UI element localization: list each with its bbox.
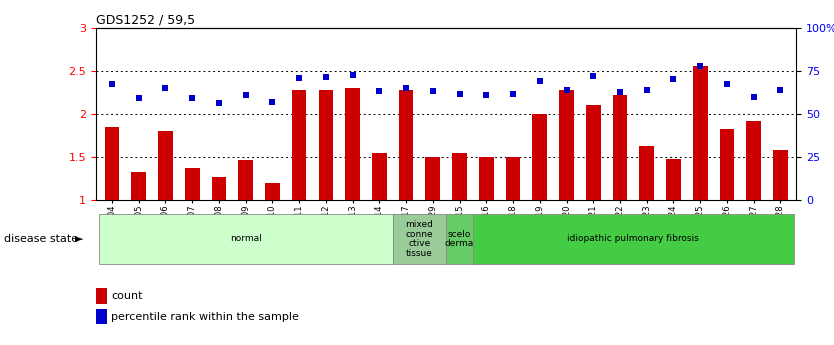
Point bbox=[586, 73, 600, 79]
Bar bbox=[239, 159, 253, 200]
Bar bbox=[345, 88, 360, 200]
Bar bbox=[425, 157, 440, 200]
Point bbox=[185, 96, 198, 101]
Bar bbox=[185, 168, 199, 200]
Text: disease state: disease state bbox=[4, 234, 78, 244]
Bar bbox=[104, 127, 119, 200]
Point bbox=[480, 92, 493, 98]
Bar bbox=[693, 66, 707, 200]
Bar bbox=[586, 105, 600, 200]
Text: mixed
conne
ctive
tissue: mixed conne ctive tissue bbox=[405, 220, 434, 258]
Bar bbox=[98, 214, 393, 264]
Point bbox=[293, 75, 306, 80]
Bar bbox=[505, 157, 520, 200]
Point bbox=[132, 96, 145, 101]
Point bbox=[105, 81, 118, 87]
Point bbox=[613, 90, 626, 95]
Point bbox=[426, 88, 440, 93]
Point bbox=[453, 91, 466, 97]
Point bbox=[266, 99, 279, 105]
Bar bbox=[773, 150, 788, 200]
Bar bbox=[479, 157, 494, 200]
Bar bbox=[265, 183, 279, 200]
Point bbox=[158, 85, 172, 91]
Point bbox=[747, 94, 761, 99]
Bar bbox=[212, 177, 226, 200]
Point bbox=[239, 92, 253, 98]
Bar bbox=[746, 121, 761, 200]
Text: ►: ► bbox=[75, 234, 83, 244]
Text: count: count bbox=[111, 291, 143, 301]
Bar bbox=[559, 90, 574, 200]
Text: idiopathic pulmonary fibrosis: idiopathic pulmonary fibrosis bbox=[567, 234, 699, 244]
Point bbox=[694, 63, 707, 68]
Point bbox=[212, 100, 225, 106]
Point bbox=[346, 72, 359, 78]
Point bbox=[373, 88, 386, 93]
Text: percentile rank within the sample: percentile rank within the sample bbox=[111, 312, 299, 322]
Bar bbox=[393, 214, 446, 264]
Point bbox=[721, 81, 734, 87]
Point bbox=[560, 87, 573, 92]
Bar bbox=[372, 152, 387, 200]
Point bbox=[533, 78, 546, 84]
Point bbox=[399, 85, 413, 91]
Bar bbox=[319, 90, 334, 200]
Bar bbox=[131, 171, 146, 200]
Bar bbox=[473, 214, 794, 264]
Bar bbox=[613, 95, 627, 200]
Bar bbox=[446, 214, 473, 264]
Text: GDS1252 / 59,5: GDS1252 / 59,5 bbox=[96, 13, 195, 27]
Point bbox=[506, 91, 520, 97]
Text: normal: normal bbox=[230, 234, 262, 244]
Bar bbox=[640, 146, 654, 200]
Point bbox=[774, 87, 787, 92]
Bar bbox=[399, 90, 414, 200]
Bar bbox=[720, 129, 734, 200]
Bar bbox=[532, 114, 547, 200]
Bar bbox=[292, 90, 306, 200]
Bar bbox=[666, 159, 681, 200]
Point bbox=[640, 87, 653, 92]
Bar bbox=[158, 131, 173, 200]
Bar bbox=[452, 152, 467, 200]
Text: scelo
derma: scelo derma bbox=[445, 229, 475, 248]
Point bbox=[667, 77, 681, 82]
Point bbox=[319, 74, 333, 79]
